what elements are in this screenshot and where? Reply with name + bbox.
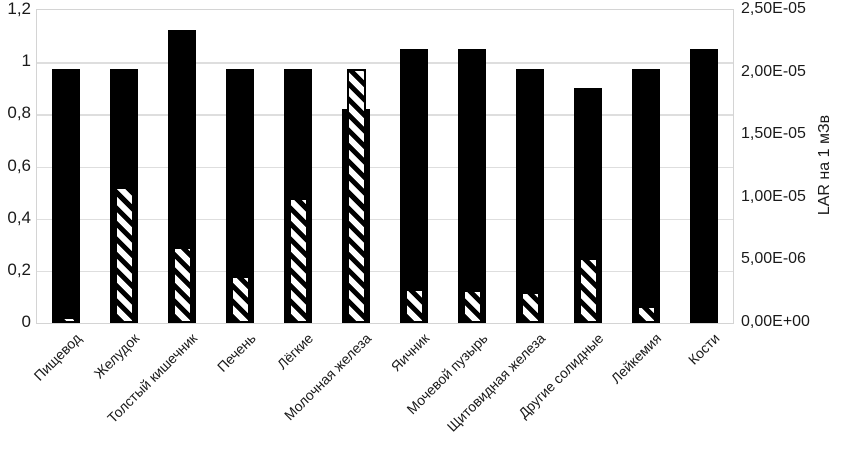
right-axis-title: LAR на 1 мЗв [816, 114, 833, 216]
left-axis-tick-label: 0 [21, 312, 31, 331]
x-axis-label: Печень [213, 330, 259, 375]
gridline [37, 218, 733, 221]
bar-solid-7 [458, 49, 486, 323]
left-axis-tick-label: 1 [21, 51, 31, 71]
right-axis-tick-label: 5,00E-06 [741, 250, 806, 268]
bar-hatched-3 [230, 276, 250, 323]
left-axis-tick-label: 0,2 [7, 259, 31, 279]
x-axis-label: Лейкемия [607, 330, 665, 387]
left-axis-tick-label: 0,6 [7, 155, 31, 175]
x-axis-label: Яичник [387, 330, 433, 375]
x-axis-label: Кости [684, 330, 723, 368]
right-axis-tick-label: 0,00E+00 [741, 313, 810, 330]
bar-solid-0 [52, 68, 80, 323]
plot-area [36, 9, 734, 324]
bar-solid-6 [400, 49, 428, 323]
left-axis-tick-label: 0,4 [7, 207, 31, 227]
bar-solid-8 [516, 68, 544, 323]
right-axis-tick-label: 2,00E-05 [741, 62, 806, 80]
gridline [37, 62, 733, 64]
bar-hatched-6 [404, 289, 424, 323]
bar-hatched-0 [56, 316, 76, 323]
bar-hatched-2 [172, 247, 192, 323]
bar-hatched-5 [346, 68, 366, 323]
right-axis-tick-label: 1,50E-05 [741, 125, 806, 143]
gridline [37, 166, 733, 168]
bar-hatched-4 [288, 197, 308, 323]
gridline [37, 270, 733, 273]
bar-hatched-10 [636, 306, 656, 323]
x-axis-label: Лёгкие [274, 330, 317, 373]
right-axis-tick-label: 2,50E-05 [741, 0, 806, 17]
bar-hatched-9 [578, 257, 598, 323]
bar-solid-11 [690, 49, 718, 323]
x-axis-label: Пищевод [30, 330, 85, 384]
right-axis-tick-label: 1,00E-05 [741, 187, 806, 205]
x-axis-label: Желудок [90, 330, 143, 382]
left-axis-tick-label: 1,2 [7, 0, 31, 18]
bar-hatched-7 [462, 290, 482, 323]
left-axis-tick-label: 0,8 [7, 103, 31, 123]
gridline [37, 114, 733, 116]
x-axis-label: Щитовидная железа [443, 330, 549, 435]
bar-hatched-1 [114, 187, 134, 323]
bar-solid-10 [632, 68, 660, 323]
bar-hatched-8 [520, 291, 540, 323]
